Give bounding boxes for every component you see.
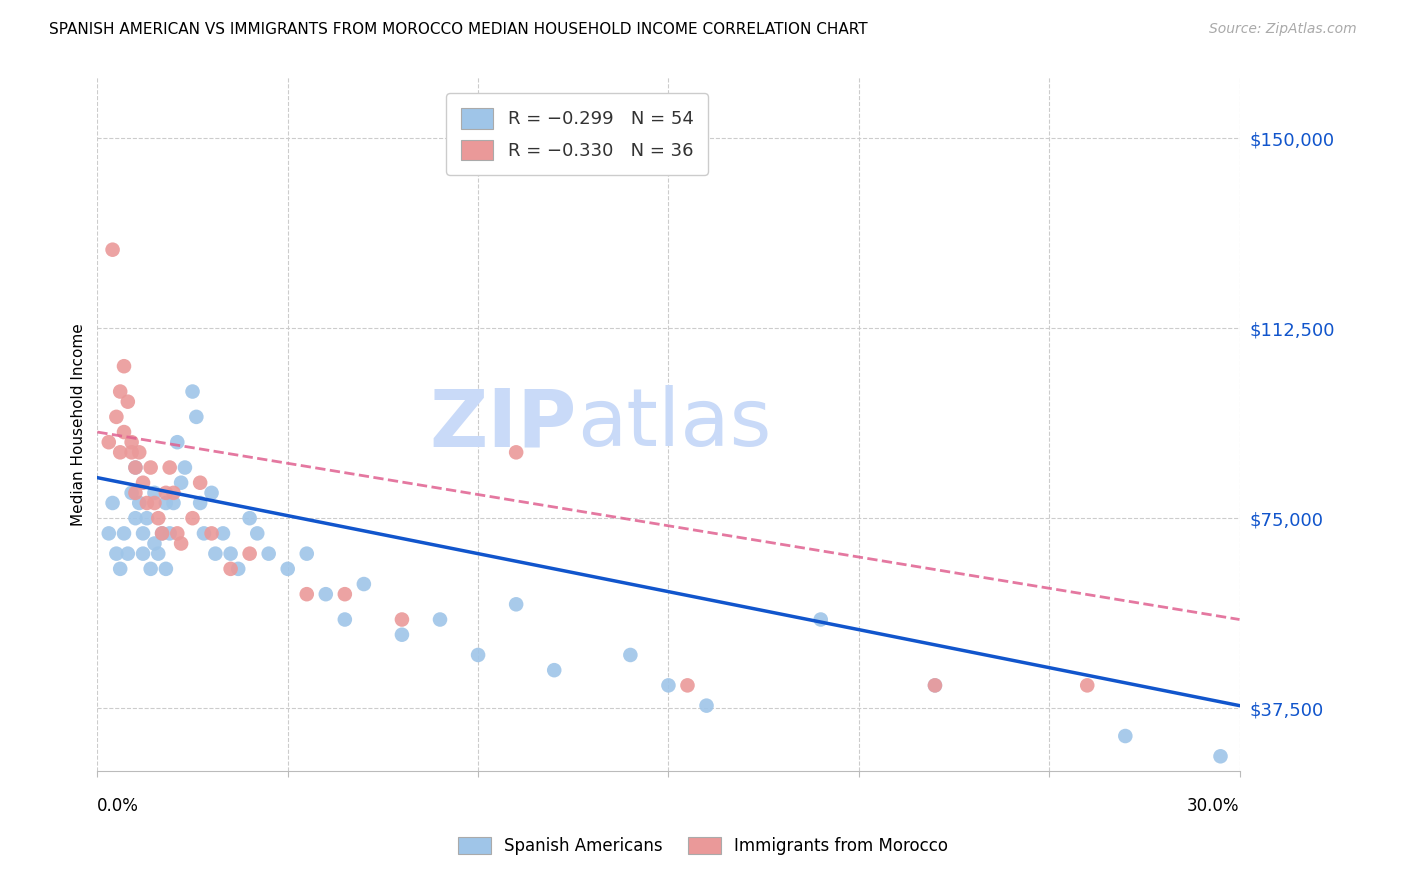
Point xyxy=(150,526,173,541)
Point xyxy=(132,547,155,561)
Point xyxy=(1114,729,1136,743)
Point xyxy=(676,678,699,692)
Point xyxy=(543,663,565,677)
Point xyxy=(1209,749,1232,764)
Point xyxy=(148,547,170,561)
Point xyxy=(246,526,269,541)
Point xyxy=(333,587,356,601)
Point xyxy=(143,536,166,550)
Point xyxy=(143,496,166,510)
Point xyxy=(315,587,337,601)
Y-axis label: Median Household Income: Median Household Income xyxy=(72,323,86,526)
Point xyxy=(135,496,157,510)
Point xyxy=(148,511,170,525)
Point xyxy=(239,511,262,525)
Point xyxy=(186,409,208,424)
Point xyxy=(696,698,718,713)
Point xyxy=(121,486,143,500)
Point xyxy=(170,536,193,550)
Point xyxy=(170,475,193,490)
Point xyxy=(139,460,162,475)
Point xyxy=(295,587,318,601)
Point xyxy=(121,445,143,459)
Point xyxy=(124,460,146,475)
Point xyxy=(924,678,946,692)
Point xyxy=(105,409,128,424)
Legend: R = −0.299   N = 54, R = −0.330   N = 36: R = −0.299 N = 54, R = −0.330 N = 36 xyxy=(446,94,709,175)
Text: atlas: atlas xyxy=(576,385,772,464)
Point xyxy=(810,613,832,627)
Point xyxy=(166,526,188,541)
Point xyxy=(112,359,135,374)
Point xyxy=(391,628,413,642)
Point xyxy=(181,384,204,399)
Point xyxy=(108,384,131,399)
Point xyxy=(108,445,131,459)
Point xyxy=(162,496,184,510)
Point xyxy=(188,475,211,490)
Point xyxy=(97,526,120,541)
Point xyxy=(97,435,120,450)
Point xyxy=(132,526,155,541)
Point xyxy=(295,547,318,561)
Text: 30.0%: 30.0% xyxy=(1187,797,1240,814)
Point xyxy=(101,243,124,257)
Point xyxy=(188,496,211,510)
Point xyxy=(219,547,242,561)
Point xyxy=(429,613,451,627)
Point xyxy=(657,678,679,692)
Point xyxy=(124,460,146,475)
Point xyxy=(112,526,135,541)
Point xyxy=(924,678,946,692)
Point xyxy=(139,562,162,576)
Point xyxy=(505,597,527,611)
Point xyxy=(391,613,413,627)
Point xyxy=(155,486,177,500)
Point xyxy=(193,526,215,541)
Point xyxy=(181,511,204,525)
Point xyxy=(212,526,235,541)
Point xyxy=(226,562,249,576)
Point xyxy=(124,486,146,500)
Point xyxy=(150,526,173,541)
Point xyxy=(121,435,143,450)
Point xyxy=(128,496,150,510)
Point xyxy=(333,613,356,627)
Point xyxy=(353,577,375,591)
Point xyxy=(277,562,299,576)
Point xyxy=(117,394,139,409)
Point xyxy=(467,648,489,662)
Point xyxy=(155,496,177,510)
Text: ZIP: ZIP xyxy=(430,385,576,464)
Point xyxy=(257,547,280,561)
Point xyxy=(200,526,222,541)
Point xyxy=(219,562,242,576)
Point xyxy=(135,511,157,525)
Point xyxy=(112,425,135,439)
Point xyxy=(619,648,641,662)
Point xyxy=(159,460,181,475)
Point xyxy=(200,486,222,500)
Point xyxy=(101,496,124,510)
Point xyxy=(505,445,527,459)
Point xyxy=(108,562,131,576)
Point xyxy=(162,486,184,500)
Point xyxy=(132,475,155,490)
Point xyxy=(124,511,146,525)
Text: 0.0%: 0.0% xyxy=(97,797,139,814)
Text: SPANISH AMERICAN VS IMMIGRANTS FROM MOROCCO MEDIAN HOUSEHOLD INCOME CORRELATION : SPANISH AMERICAN VS IMMIGRANTS FROM MORO… xyxy=(49,22,868,37)
Point xyxy=(159,526,181,541)
Point xyxy=(239,547,262,561)
Point xyxy=(143,486,166,500)
Point xyxy=(1076,678,1098,692)
Point xyxy=(174,460,197,475)
Point xyxy=(166,435,188,450)
Point xyxy=(128,445,150,459)
Point xyxy=(117,547,139,561)
Text: Source: ZipAtlas.com: Source: ZipAtlas.com xyxy=(1209,22,1357,37)
Legend: Spanish Americans, Immigrants from Morocco: Spanish Americans, Immigrants from Moroc… xyxy=(451,830,955,862)
Point xyxy=(204,547,226,561)
Point xyxy=(155,562,177,576)
Point xyxy=(105,547,128,561)
